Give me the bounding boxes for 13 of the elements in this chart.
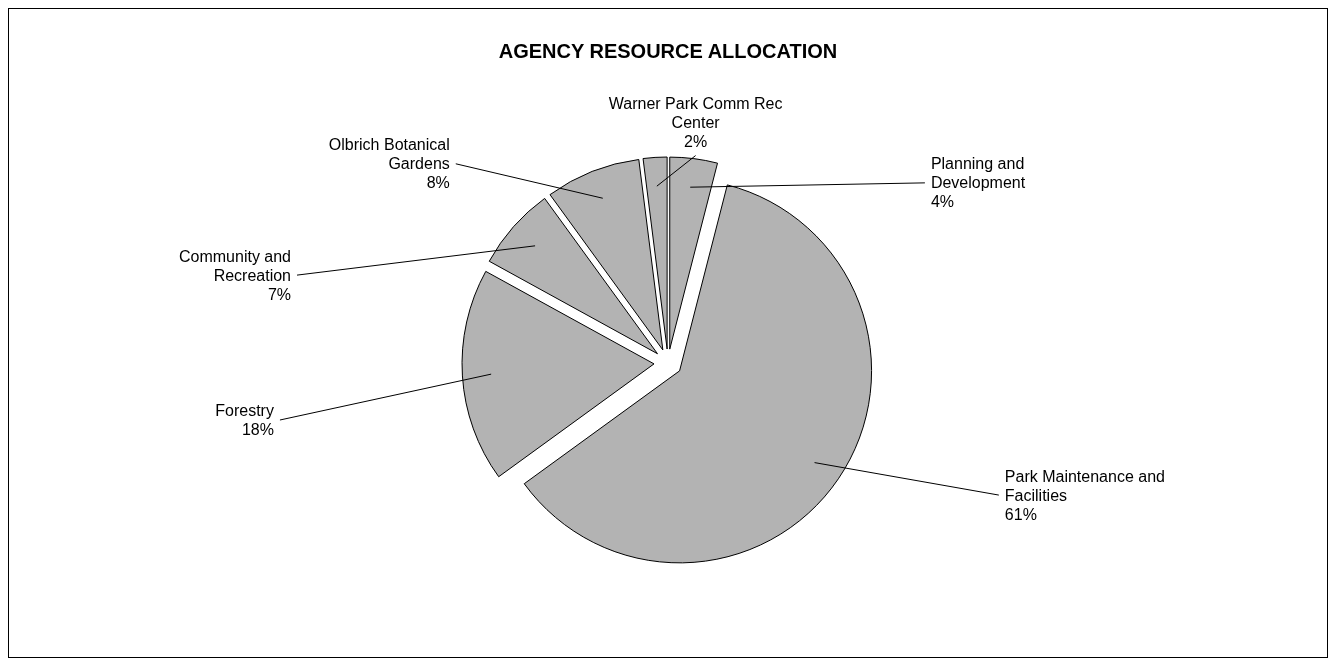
slice-label: Park Maintenance and Facilities — [1004, 467, 1165, 504]
slice-label: Olbrich Botanical Gardens — [328, 136, 450, 173]
data-label: 2% — [684, 133, 708, 151]
slice-label: Planning and Development — [930, 155, 1026, 192]
data-label: 61% — [1004, 505, 1037, 523]
chart-title: AGENCY RESOURCE ALLOCATION — [498, 40, 838, 62]
data-label: 8% — [426, 174, 450, 192]
slice-label: Warner Park Comm Rec Center — [608, 95, 783, 132]
data-label: 7% — [267, 285, 292, 303]
slice-label: Forestry — [215, 402, 274, 420]
data-label: 18% — [241, 421, 274, 439]
slice-label: Community and Recreation — [178, 247, 292, 284]
data-label: 4% — [930, 193, 955, 211]
